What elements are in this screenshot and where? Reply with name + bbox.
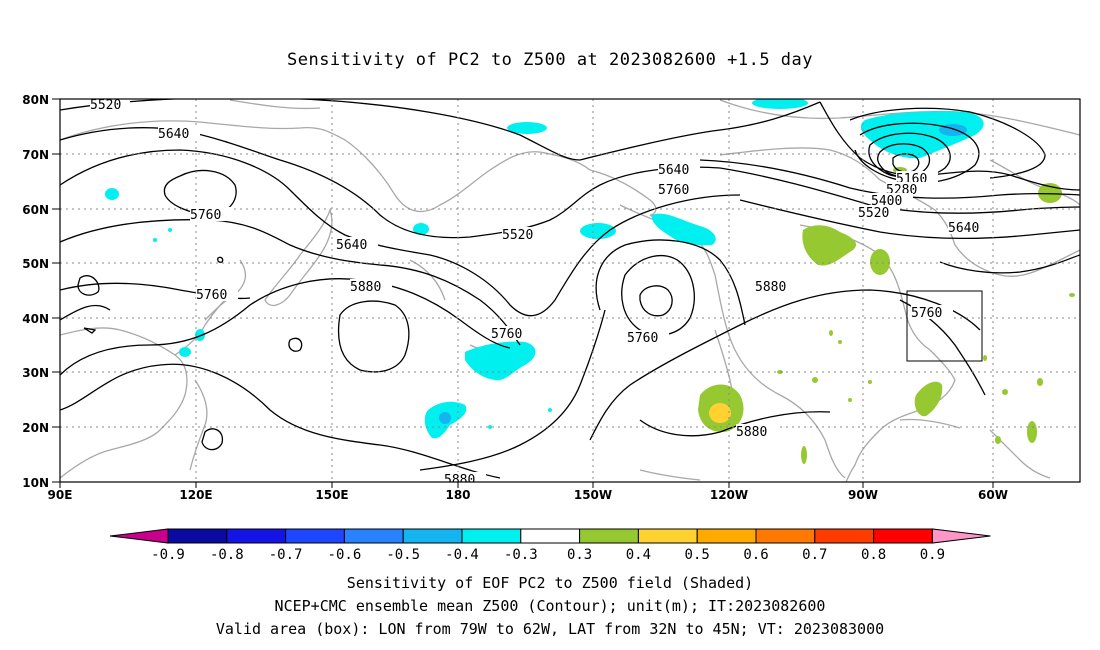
lon-label: 180 — [445, 488, 470, 502]
colorbar-box — [873, 528, 933, 544]
colorbar-box — [696, 528, 757, 544]
contour-label: 5640 — [336, 238, 367, 253]
colorbar-box — [461, 528, 522, 544]
lon-label: 90E — [48, 488, 73, 502]
lon-label: 60W — [978, 488, 1008, 502]
colorbar-label: -0.6 — [328, 547, 362, 563]
colorbar: -0.9 -0.8 -0.7 -0.6 -0.5 -0.4 -0.3 0.3 0.4 0.5 0.6… — [109, 528, 991, 563]
lat-label: 20N — [22, 421, 49, 435]
lon-axis: 90E 120E 150E 180 150W 120W 90W 60W — [48, 488, 1008, 502]
contour-label: 5880 — [444, 473, 475, 488]
lat-label: 70N — [22, 148, 49, 162]
contour-label: 5880 — [755, 280, 786, 295]
lat-label: 60N — [22, 203, 49, 217]
colorbar-box — [285, 528, 345, 544]
colorbar-box — [167, 528, 228, 544]
colorbar-right-arrow — [931, 528, 991, 544]
contour-label: 5880 — [736, 425, 767, 440]
contour-label: 5760 — [627, 331, 658, 346]
colorbar-box — [814, 528, 875, 544]
sensitivity-shading — [105, 99, 1075, 464]
colorbar-label: -0.8 — [210, 547, 244, 563]
colorbar-label: -0.7 — [269, 547, 303, 563]
colorbar-label: -0.9 — [151, 547, 185, 563]
colorbar-label: 0.5 — [685, 547, 710, 563]
contour-label: 5640 — [948, 221, 979, 236]
colorbar-box — [637, 528, 698, 544]
valid-area-box — [906, 290, 983, 362]
colorbar-box — [520, 528, 581, 544]
colorbar-label: 0.6 — [743, 547, 768, 563]
footer-line-2: NCEP+CMC ensemble mean Z500 (Contour); u… — [274, 597, 826, 615]
contour-label: 5520 — [502, 228, 533, 243]
lon-label: 120W — [710, 488, 748, 502]
contour-label: 5880 — [350, 280, 381, 295]
lon-label: 90W — [848, 488, 878, 502]
colorbar-label: -0.3 — [504, 547, 538, 563]
lat-label: 50N — [22, 257, 49, 271]
colorbar-label: 0.3 — [567, 547, 592, 563]
contour-label: 5640 — [658, 163, 689, 178]
colorbar-label: -0.4 — [445, 547, 479, 563]
plot-frame — [59, 98, 1081, 483]
contour-label: 5640 — [158, 127, 189, 142]
colorbar-label: 0.4 — [626, 547, 651, 563]
contour-label: 5760 — [196, 288, 227, 303]
colorbar-box — [579, 528, 639, 544]
contour-labels: 5520 5640 5760 5640 5760 5880 5760 5520 … — [90, 98, 990, 488]
colorbar-label: 0.8 — [861, 547, 886, 563]
map-title: Sensitivity of PC2 to Z500 at 2023082600… — [286, 50, 813, 70]
footer-line-1: Sensitivity of EOF PC2 to Z500 field (Sh… — [346, 574, 754, 592]
lat-axis: 80N 70N 60N 50N 40N 30N 20N 10N — [22, 93, 49, 490]
lat-label: 80N — [22, 93, 49, 107]
contour-label: 5760 — [658, 183, 689, 198]
contour-label: 5520 — [858, 206, 889, 221]
lat-label: 40N — [22, 312, 49, 326]
lon-label: 150W — [574, 488, 612, 502]
footer-line-3: Valid area (box): LON from 79W to 62W, L… — [215, 620, 885, 638]
lon-label: 120E — [179, 488, 212, 502]
lat-label: 30N — [22, 366, 49, 380]
contour-label: 5520 — [90, 98, 121, 113]
colorbar-box — [343, 528, 404, 544]
colorbar-box — [226, 528, 287, 544]
colorbar-label: 0.7 — [802, 547, 827, 563]
lat-label: 10N — [22, 476, 49, 490]
colorbar-box — [402, 528, 463, 544]
contour-label: 5760 — [190, 208, 221, 223]
contour-label: 5760 — [491, 327, 522, 342]
colorbar-box — [755, 528, 816, 544]
contour-label: 5760 — [911, 306, 942, 321]
lon-label: 150E — [315, 488, 348, 502]
colorbar-label: -0.5 — [386, 547, 420, 563]
colorbar-left-arrow — [109, 528, 169, 544]
colorbar-label: 0.9 — [920, 547, 945, 563]
